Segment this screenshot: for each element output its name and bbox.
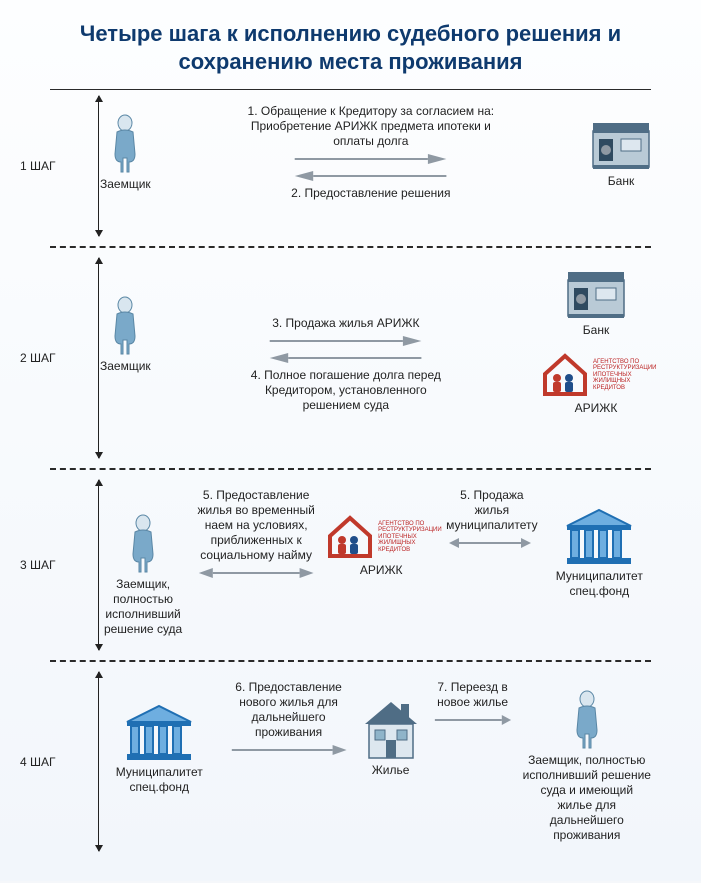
bank-node: Банк (566, 266, 626, 338)
vertical-step-arrow (98, 258, 99, 458)
step2-text-bottom: 4. Полное погашение долга перед Кредитор… (236, 368, 456, 413)
vertical-step-arrow (98, 672, 99, 851)
arrow-right-icon (433, 713, 513, 727)
divider-top (50, 89, 651, 90)
bank-label: Банк (583, 323, 609, 338)
house-icon (359, 696, 423, 760)
borrower-full-label: Заемщик, полностью исполнивший решение с… (100, 577, 186, 637)
step-1: 1 ШАГ Заемщик 1. Обращение к Кредитору з… (10, 96, 691, 236)
divider-1 (50, 246, 651, 248)
arijk-logo-text: АГЕНТСТВО ПО РЕСТРУКТУРИЗАЦИИ ИПОТЕЧНЫХ … (593, 359, 651, 392)
borrower-node: Заемщик (100, 114, 151, 192)
bank-label: Банк (608, 174, 634, 189)
arijk-node: АГЕНТСТВО ПО РЕСТРУКТУРИЗАЦИИ ИПОТЕЧНЫХ … (326, 514, 436, 578)
muni-node: Муниципалитет спец.фонд (100, 704, 219, 795)
arrow-right-icon (266, 334, 426, 348)
arrow-both-icon (196, 566, 316, 580)
muni-label: Муниципалитет спец.фонд (100, 765, 219, 795)
divider-2 (50, 468, 651, 470)
arijk-icon (541, 352, 589, 398)
borrower-label: Заемщик (100, 177, 151, 192)
step4-text-left: 6. Предоставление нового жилья для дальн… (229, 680, 349, 740)
step2-text-top: 3. Продажа жилья АРИЖК (272, 316, 419, 331)
arrow-right-icon (291, 152, 451, 166)
divider-3 (50, 660, 651, 662)
arrow-left-icon (291, 169, 451, 183)
borrower-node: Заемщик (100, 296, 151, 374)
vertical-step-arrow (98, 96, 99, 236)
step-label: 4 ШАГ (20, 755, 56, 769)
arijk-label: АРИЖК (360, 563, 403, 578)
municipality-icon (123, 704, 195, 762)
arrow-left-icon (266, 351, 426, 365)
arijk-label: АРИЖК (575, 401, 618, 416)
person-icon (569, 690, 605, 750)
borrower-full-node: Заемщик, полностью исполнивший решение с… (100, 514, 186, 637)
borrower-label: Заемщик (100, 359, 151, 374)
step-label: 3 ШАГ (20, 558, 56, 572)
person-icon (125, 514, 161, 574)
muni-label: Муниципалитет спец.фонд (548, 569, 651, 599)
step3-text-right: 5. Продажа жилья муниципалитету (446, 488, 537, 533)
borrower-final-node: Заемщик, полностью исполнивший решение с… (523, 690, 651, 843)
muni-node: Муниципалитет спец.фонд (548, 508, 651, 599)
bank-icon (591, 117, 651, 171)
municipality-icon (563, 508, 635, 566)
person-icon (107, 296, 143, 356)
page-title: Четыре шага к исполнению судебного решен… (50, 20, 651, 75)
step-4: 4 ШАГ Муниципалитет спец.фонд 6. Предост… (10, 672, 691, 851)
step-3: 3 ШАГ Заемщик, полностью исполнивший реш… (10, 480, 691, 650)
step1-text-top: 1. Обращение к Кредитору за согласием на… (248, 104, 495, 149)
person-icon (107, 114, 143, 174)
step3-text-left: 5. Предоставление жилья во временный нае… (196, 488, 316, 563)
arrow-both-icon (447, 536, 537, 550)
borrower-final-label: Заемщик, полностью исполнивший решение с… (523, 753, 651, 843)
step1-text-bottom: 2. Предоставление решения (291, 186, 450, 201)
house-label: Жилье (372, 763, 410, 778)
arijk-logo-text: АГЕНТСТВО ПО РЕСТРУКТУРИЗАЦИИ ИПОТЕЧНЫХ … (378, 521, 436, 554)
arijk-node: АГЕНТСТВО ПО РЕСТРУКТУРИЗАЦИИ ИПОТЕЧНЫХ … (541, 352, 651, 416)
arrow-right-icon (229, 743, 349, 757)
step-label: 1 ШАГ (20, 159, 56, 173)
arijk-icon (326, 514, 374, 560)
step-2: 2 ШАГ Заемщик 3. Продажа жилья АРИЖК 4. … (10, 258, 691, 458)
vertical-step-arrow (98, 480, 99, 650)
step-label: 2 ШАГ (20, 351, 56, 365)
diagram-page: Четыре шага к исполнению судебного решен… (0, 0, 701, 881)
bank-icon (566, 266, 626, 320)
bank-node: Банк (591, 117, 651, 189)
house-node: Жилье (359, 696, 423, 778)
step4-text-right: 7. Переезд в новое жилье (433, 680, 513, 710)
